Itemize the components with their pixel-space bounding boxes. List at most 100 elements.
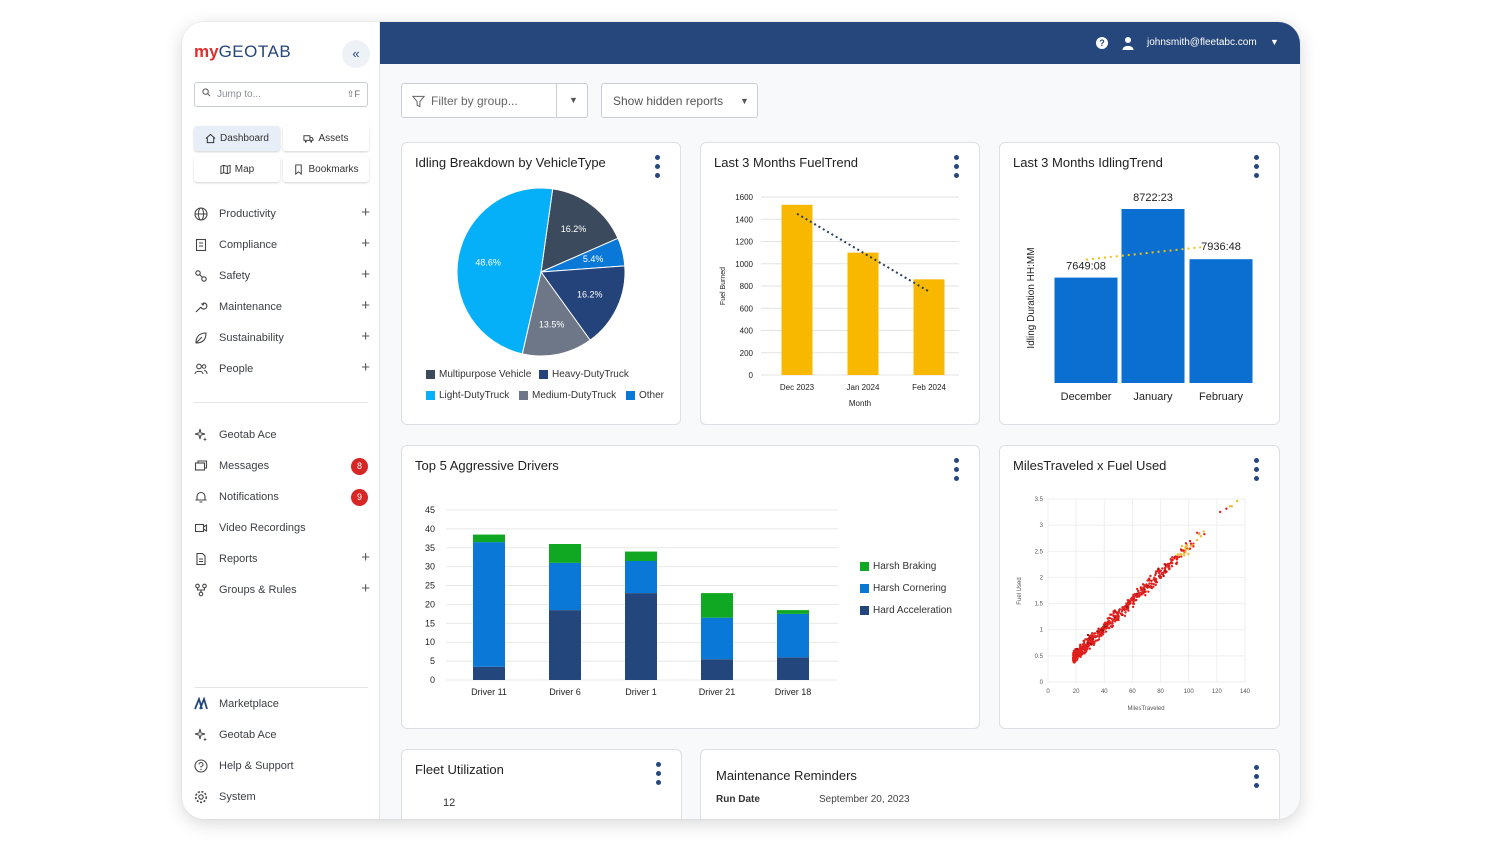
- sidebar-item-video-recordings[interactable]: Video Recordings: [194, 517, 370, 539]
- expand-plus-icon[interactable]: +: [361, 235, 370, 252]
- sidebar-item-label: Notifications: [219, 491, 279, 503]
- mygeotab-logo[interactable]: myGEOTAB: [194, 42, 292, 61]
- scatter-point: [1072, 659, 1075, 662]
- stacked-bar-segment: [777, 657, 809, 680]
- card-menu-icon[interactable]: [1254, 155, 1260, 179]
- scatter-point: [1107, 616, 1111, 620]
- user-icon[interactable]: [1122, 36, 1134, 50]
- stacked-bar-segment: [473, 542, 505, 667]
- collapse-sidebar-button[interactable]: «: [342, 40, 370, 68]
- scatter-point: [1228, 505, 1232, 508]
- legend-item: Medium-DutyTruck: [519, 390, 616, 401]
- sidebar-item-help-support[interactable]: Help & Support: [194, 755, 370, 777]
- scatter-point: [1175, 561, 1179, 564]
- scatter-point: [1075, 658, 1078, 662]
- sidebar-item-compliance[interactable]: Compliance +: [194, 234, 370, 256]
- card-menu-icon[interactable]: [954, 458, 960, 482]
- scatter-point: [1110, 613, 1113, 616]
- stacked-bar-segment: [625, 561, 657, 594]
- scatter-point: [1152, 585, 1155, 588]
- scatter-point: [1154, 578, 1157, 582]
- expand-plus-icon[interactable]: +: [361, 266, 370, 283]
- scatter-point: [1082, 642, 1086, 645]
- dashboard-button[interactable]: Dashboard: [194, 126, 280, 151]
- legend-item: Multipurpose Vehicle: [426, 369, 531, 380]
- pie-slice: [540, 265, 626, 341]
- sidebar-item-geotab-ace-bottom[interactable]: Geotab Ace: [194, 724, 370, 746]
- sidebar-item-geotab-ace[interactable]: Geotab Ace: [194, 424, 370, 446]
- card-menu-icon[interactable]: [954, 155, 960, 179]
- assets-button[interactable]: Assets: [283, 126, 369, 151]
- trend-line: [1085, 246, 1202, 261]
- sidebar-item-label: Help & Support: [219, 760, 294, 772]
- map-button[interactable]: Map: [194, 157, 280, 182]
- sidebar-item-reports[interactable]: Reports +: [194, 548, 370, 570]
- scatter-point: [1080, 645, 1084, 648]
- scatter-point: [1096, 634, 1099, 638]
- sidebar-item-safety[interactable]: Safety +: [194, 265, 370, 287]
- aggressive-drivers-card: Top 5 Aggressive Drivers 0 5 10 15 20 25 30 35 4…: [401, 445, 980, 729]
- sidebar-item-people[interactable]: People +: [194, 358, 370, 380]
- scatter-point: [1117, 610, 1120, 614]
- card-menu-icon[interactable]: [655, 155, 661, 179]
- jump-to-input[interactable]: Jump to... ⇧F: [194, 82, 368, 107]
- data-label: 8722:23: [1133, 192, 1173, 204]
- y-tick-label: 0: [430, 675, 435, 685]
- safety-icon: [195, 270, 207, 282]
- scatter-point: [1197, 532, 1201, 536]
- sidebar-item-notifications[interactable]: Notifications 9: [194, 486, 370, 508]
- user-email[interactable]: johnsmith@fleetabc.com: [1147, 37, 1257, 48]
- chevron-down-icon[interactable]: ▼: [569, 95, 578, 105]
- expand-plus-icon[interactable]: +: [361, 580, 370, 597]
- card-menu-icon[interactable]: [1254, 458, 1260, 482]
- bookmarks-button[interactable]: Bookmarks: [283, 157, 369, 182]
- dashboard-content: Filter by group... ▼ Show hidden reports…: [380, 64, 1300, 819]
- scatter-point: [1089, 634, 1093, 637]
- sidebar-item-marketplace[interactable]: Marketplace: [194, 693, 370, 715]
- sidebar-item-label: Video Recordings: [219, 522, 306, 534]
- x-tick-label: 100: [1184, 689, 1195, 695]
- expand-plus-icon[interactable]: +: [361, 359, 370, 376]
- help-icon[interactable]: ?: [1096, 37, 1108, 49]
- scatter-point: [1122, 606, 1126, 609]
- stacked-bar-segment: [549, 562, 581, 611]
- y-tick-label: 200: [740, 349, 754, 358]
- expand-plus-icon[interactable]: +: [361, 204, 370, 221]
- sidebar-item-label: Compliance: [219, 239, 278, 251]
- sidebar-item-groups-rules[interactable]: Groups & Rules +: [194, 579, 370, 601]
- messages-badge: 8: [351, 458, 368, 475]
- sidebar-item-sustainability[interactable]: Sustainability +: [194, 327, 370, 349]
- legend-item: Other: [626, 390, 664, 401]
- scatter-point: [1141, 583, 1145, 586]
- scatter-point: [1113, 620, 1117, 623]
- card-menu-icon[interactable]: [656, 762, 662, 786]
- sidebar-item-messages[interactable]: Messages 8: [194, 455, 370, 477]
- wrench-icon: [195, 302, 208, 313]
- bar: [781, 204, 813, 375]
- y-tick-label: 1200: [735, 238, 753, 247]
- card-menu-icon[interactable]: [1254, 765, 1260, 789]
- user-menu-chevron-down-icon[interactable]: ▼: [1270, 37, 1279, 47]
- y-tick-label: 1400: [735, 215, 753, 224]
- x-tick-label: January: [1133, 391, 1173, 403]
- x-tick-label: December: [1061, 391, 1112, 403]
- filter-by-group-dropdown[interactable]: Filter by group... ▼: [401, 83, 588, 118]
- bar: [1189, 259, 1253, 383]
- expand-plus-icon[interactable]: +: [361, 328, 370, 345]
- sidebar-item-productivity[interactable]: Productivity +: [194, 203, 370, 225]
- sidebar-item-system[interactable]: System: [194, 786, 370, 808]
- scatter-point: [1098, 635, 1101, 638]
- scatter-point: [1154, 573, 1157, 577]
- expand-plus-icon[interactable]: +: [361, 297, 370, 314]
- scatter-point: [1073, 657, 1076, 661]
- card-title: Top 5 Aggressive Drivers: [415, 458, 559, 473]
- scatter-point: [1080, 647, 1083, 651]
- scatter-point: [1105, 624, 1109, 628]
- legend-item: Harsh Cornering: [860, 583, 946, 594]
- scatter-point: [1082, 639, 1085, 643]
- scatter-point: [1105, 622, 1108, 625]
- scatter-point: [1153, 576, 1156, 579]
- expand-plus-icon[interactable]: +: [361, 549, 370, 566]
- sidebar-item-maintenance[interactable]: Maintenance +: [194, 296, 370, 318]
- show-hidden-reports-dropdown[interactable]: Show hidden reports ▼: [601, 83, 758, 118]
